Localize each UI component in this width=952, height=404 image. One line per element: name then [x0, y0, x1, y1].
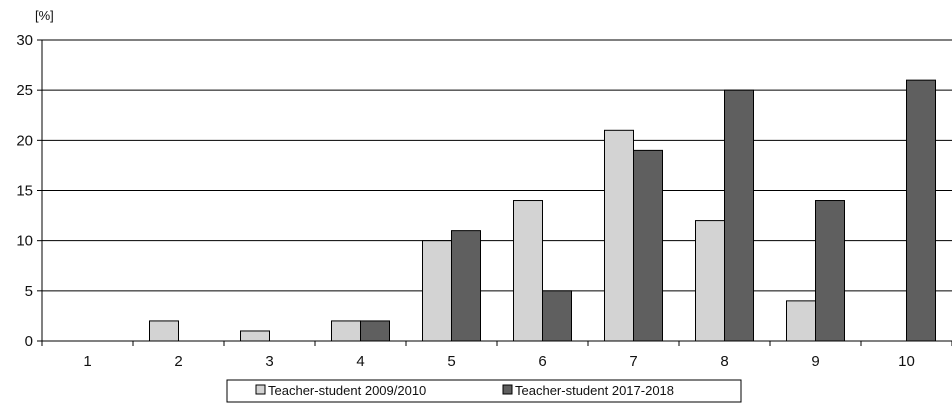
x-tick-label-7: 7	[629, 353, 637, 370]
bar-series-2017-2018-cat-6	[542, 290, 572, 342]
legend-label-2017-2018: Teacher-student 2017-2018	[515, 383, 674, 398]
y-tick-label-25: 25	[16, 82, 33, 99]
legend-swatch-2017-2018	[502, 384, 513, 395]
legend: Teacher-student 2009/2010 Teacher-studen…	[226, 379, 742, 403]
y-tick-label-10: 10	[16, 233, 33, 250]
y-axis-unit-label: [%]	[35, 8, 54, 23]
y-tick-label-5: 5	[25, 283, 33, 300]
y-tick-label-30: 30	[16, 32, 33, 49]
legend-box	[226, 379, 742, 403]
x-tick-label-8: 8	[720, 353, 728, 370]
y-tick-label-15: 15	[16, 183, 33, 200]
x-tick-label-9: 9	[811, 353, 819, 370]
y-tick-label-20: 20	[16, 132, 33, 149]
bar-series-2009-2010-cat-9	[786, 300, 816, 342]
bar-series-2017-2018-cat-8	[724, 89, 754, 342]
x-tick-label-2: 2	[174, 353, 182, 370]
legend-label-2009-2010: Teacher-student 2009/2010	[268, 383, 426, 398]
bar-series-2009-2010-cat-7	[604, 129, 634, 342]
x-tick-label-5: 5	[447, 353, 455, 370]
x-tick-label-3: 3	[265, 353, 273, 370]
y-tick-label-0: 0	[25, 333, 33, 350]
x-tick-label-1: 1	[83, 353, 91, 370]
x-tick-label-6: 6	[538, 353, 546, 370]
bar-series-2017-2018-cat-10	[906, 79, 936, 342]
bar-series-2009-2010-cat-3	[240, 330, 270, 342]
bar-series-2009-2010-cat-4	[331, 320, 361, 342]
bar-series-2017-2018-cat-7	[633, 149, 663, 342]
bar-series-2017-2018-cat-9	[815, 200, 845, 342]
axes: 0 5 10 15 20 25 30 1 2 3 4 5 6 7 8 9 10	[16, 32, 952, 370]
legend-swatch-2009-2010	[255, 384, 266, 395]
gridlines	[42, 39, 952, 292]
bar-series-2017-2018-cat-4	[360, 320, 390, 342]
bar-series-2009-2010-cat-2	[149, 320, 179, 342]
bar-series-2017-2018-cat-5	[451, 230, 481, 342]
x-tick-label-4: 4	[356, 353, 364, 370]
bar-series-2009-2010-cat-6	[513, 200, 543, 342]
bar-series-2009-2010-cat-8	[695, 220, 725, 342]
bar-series-2009-2010-cat-5	[422, 240, 452, 342]
bars	[149, 79, 936, 342]
x-tick-label-10: 10	[898, 353, 915, 370]
